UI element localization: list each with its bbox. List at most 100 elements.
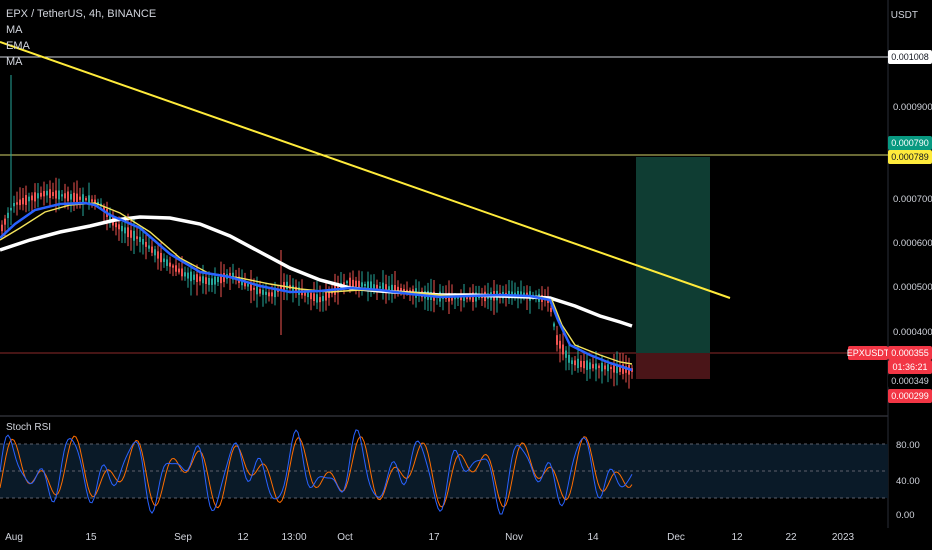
candle-body	[121, 225, 123, 232]
candle-body	[157, 251, 159, 259]
position-profit-zone[interactable]	[636, 157, 710, 353]
time-axis-label: 12	[731, 532, 743, 543]
time-axis-label: Oct	[337, 532, 353, 543]
candle-body	[220, 273, 222, 284]
candle-body	[457, 296, 459, 299]
candle-body	[205, 277, 207, 284]
candle-body	[82, 194, 84, 204]
candle-body	[403, 288, 405, 293]
price-tag-label[interactable]: 0.001008	[891, 52, 929, 62]
time-axis-label: 2023	[832, 532, 855, 543]
candle-body	[346, 281, 348, 284]
candle-body	[145, 241, 147, 247]
trend-line[interactable]	[0, 41, 731, 299]
candle-body	[28, 196, 30, 202]
candle-body	[118, 224, 120, 230]
candle-body	[49, 189, 51, 198]
candle-body	[565, 350, 567, 358]
candle-body	[589, 362, 591, 370]
candle-body	[256, 286, 258, 295]
indicator-ma-2[interactable]: MA	[6, 56, 23, 68]
candle-body	[79, 196, 81, 200]
candle-body	[388, 286, 390, 291]
candle-body	[61, 194, 63, 197]
candle-body	[397, 286, 399, 293]
candle-body	[280, 286, 282, 291]
candle-body	[319, 297, 321, 303]
price-tag-label[interactable]: 0.000349	[891, 376, 929, 386]
candle-body	[1, 224, 3, 232]
ma-line-blue[interactable]	[0, 201, 633, 372]
candle-body	[550, 308, 552, 312]
stoch-rsi-label[interactable]: Stoch RSI	[6, 422, 52, 433]
candle-body	[178, 268, 180, 273]
price-tag-label[interactable]: 0.000789	[891, 152, 929, 162]
stoch-rsi-k-line[interactable]	[0, 429, 633, 515]
candle-body	[7, 212, 9, 219]
candle-body	[160, 252, 162, 263]
candle-body	[376, 284, 378, 289]
candle-body	[556, 335, 558, 345]
candle-body	[310, 292, 312, 300]
price-tag-label[interactable]: 0.000355	[891, 348, 929, 358]
candle-body	[592, 364, 594, 369]
candle-body	[154, 249, 156, 256]
candle-body	[358, 280, 360, 288]
candle-body	[40, 192, 42, 197]
indicator-ma-1[interactable]: MA	[6, 24, 23, 36]
candle-body	[460, 295, 462, 301]
candle-body	[304, 291, 306, 296]
candle-body	[139, 236, 141, 242]
price-tag-label[interactable]: 0.000299	[891, 391, 929, 401]
candle-body	[610, 366, 612, 370]
price-tag-label[interactable]: EPXUSDT	[847, 348, 890, 358]
position-loss-zone[interactable]	[636, 353, 710, 379]
candle-body	[109, 213, 111, 221]
indicator-ema[interactable]: EMA	[6, 40, 30, 52]
candle-body	[328, 290, 330, 298]
candle-body	[187, 272, 189, 279]
ma-line-white[interactable]	[0, 215, 633, 328]
price-axis-label: 0.000600	[893, 238, 932, 249]
candle-body	[343, 282, 345, 285]
rsi-axis-label: 80.00	[896, 440, 920, 451]
candle-body	[598, 365, 600, 369]
candle-body	[571, 360, 573, 365]
candle-body	[625, 366, 627, 373]
candle-body	[613, 364, 615, 373]
candle-body	[391, 284, 393, 293]
candle-body	[166, 259, 168, 266]
stoch-rsi-d-line[interactable]	[0, 435, 633, 509]
candle-body	[472, 292, 474, 302]
candle-body	[55, 190, 57, 199]
price-tag-label[interactable]: 0.000790	[891, 138, 929, 148]
time-axis-label: 15	[85, 532, 97, 543]
price-axis-label: 0.000700	[893, 194, 932, 205]
ema-line-yellow[interactable]	[0, 202, 633, 365]
candle-body	[127, 227, 129, 238]
candle-body	[250, 283, 252, 291]
candle-body	[268, 292, 270, 297]
candle-body	[175, 265, 177, 272]
price-axis-label: 0.000500	[893, 282, 932, 293]
candle-body	[190, 271, 192, 282]
candle-body	[34, 192, 36, 202]
candle-body	[46, 190, 48, 196]
candle-body	[43, 191, 45, 197]
candle-body	[124, 227, 126, 234]
candle-body	[244, 280, 246, 287]
price-tag-bg	[888, 50, 932, 64]
candle-body	[361, 282, 363, 287]
candle-body	[253, 287, 255, 290]
price-tag-label[interactable]: 01:36:21	[892, 362, 927, 372]
candle-body	[247, 283, 249, 287]
candle-body	[19, 199, 21, 206]
candle-body	[58, 190, 60, 200]
price-axis-label: 0.000900	[893, 102, 932, 113]
candle-body	[349, 277, 351, 288]
symbol-title[interactable]: EPX / TetherUS, 4h, BINANCE	[6, 8, 157, 20]
candle-body	[181, 268, 183, 277]
candle-body	[562, 344, 564, 355]
candle-body	[76, 193, 78, 202]
